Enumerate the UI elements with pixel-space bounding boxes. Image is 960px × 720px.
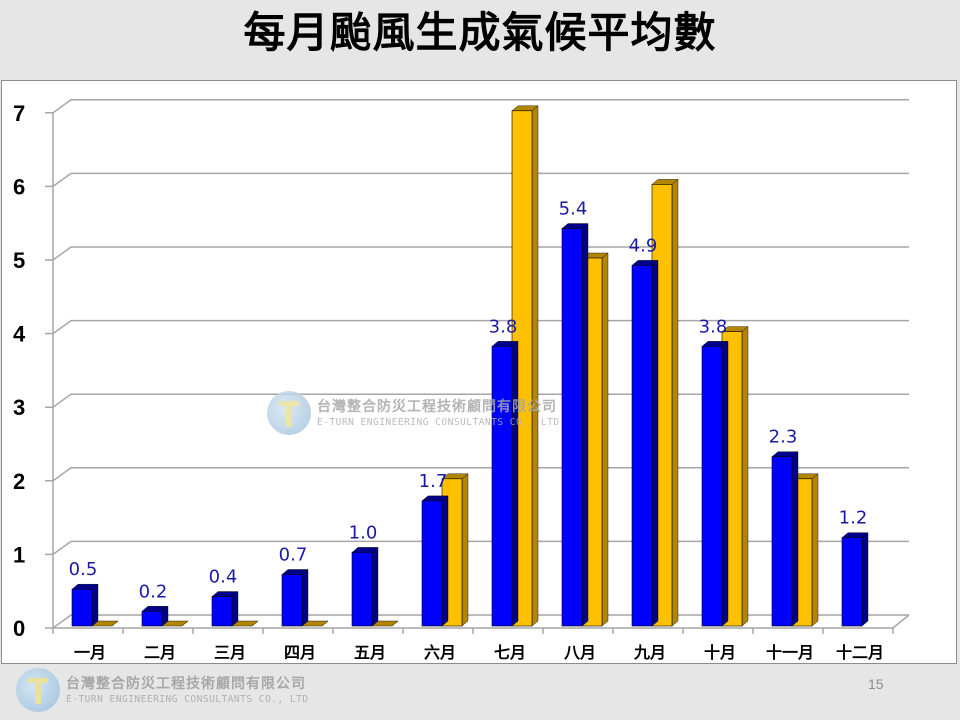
bar-yellow-side — [811, 473, 819, 627]
bar-blue-side — [861, 532, 869, 627]
bar-yellow-side — [671, 178, 679, 627]
bar-blue — [491, 346, 513, 627]
bar-yellow-side — [531, 105, 539, 627]
company-logo-icon — [267, 391, 311, 435]
data-label: 3.8 — [699, 316, 728, 337]
x-tick-label: 五月 — [354, 643, 386, 662]
gridline — [45, 319, 909, 335]
bar-blue-side — [301, 569, 309, 627]
watermark-logo: 台灣整合防災工程技術顧問有限公司 E-TURN ENGINEERING CONS… — [267, 391, 560, 435]
x-tick-label: 十二月 — [836, 643, 884, 662]
watermark-company-cn: 台灣整合防災工程技術顧問有限公司 — [317, 398, 557, 415]
gridline — [45, 614, 909, 629]
x-tick-label: 四月 — [284, 643, 316, 662]
watermark-company-en: E-TURN ENGINEERING CONSULTANTS CO., LTD — [317, 416, 560, 428]
x-tick-label: 十一月 — [766, 643, 814, 662]
bar-yellow-side — [461, 473, 469, 627]
data-label: 1.7 — [419, 471, 448, 492]
bar-blue — [771, 456, 793, 627]
data-label: 0.2 — [139, 581, 168, 602]
data-label: 2.3 — [769, 427, 798, 448]
data-label: 1.0 — [349, 522, 378, 543]
x-tick-label: 六月 — [424, 643, 456, 662]
gridline — [45, 393, 909, 408]
footer-logo: 台灣整合防災工程技術顧問有限公司 E-TURN ENGINEERING CONS… — [16, 668, 309, 712]
bar-yellow-side — [601, 252, 609, 627]
bar-blue — [421, 500, 443, 627]
bar-blue-side — [91, 583, 99, 627]
data-label: 5.4 — [559, 199, 588, 220]
footer-company-cn: 台灣整合防災工程技術顧問有限公司 — [66, 675, 306, 692]
y-tick-label: 3 — [13, 395, 25, 420]
footer-company-en: E-TURN ENGINEERING CONSULTANTS CO., LTD — [66, 693, 309, 705]
bar-blue-side — [791, 451, 799, 627]
bar-blue — [281, 574, 303, 627]
bar-blue-side — [651, 259, 659, 627]
gridline — [45, 540, 909, 556]
x-tick-label: 九月 — [633, 643, 666, 662]
data-label: 0.4 — [209, 567, 238, 588]
x-tick-label: 三月 — [214, 643, 246, 662]
bar-chart: 0 1 2 3 4 5 6 7 一月 二月 三月 四月 五月 六月 七月 八月 九月 十月 十一月 十二月 0.5 0.2… — [13, 99, 910, 662]
data-label: 0.7 — [279, 544, 308, 565]
y-tick-label: 1 — [13, 542, 25, 567]
bar-yellow-side — [741, 326, 749, 627]
gridline — [45, 99, 909, 114]
bar-blue — [841, 537, 863, 627]
data-label: 0.5 — [69, 559, 98, 580]
x-tick-label: 一月 — [74, 643, 106, 662]
x-tick-label: 十月 — [704, 643, 736, 662]
x-tick-label: 七月 — [494, 643, 526, 662]
gridline — [45, 467, 909, 482]
bar-blue — [561, 228, 583, 627]
y-tick-label: 0 — [13, 616, 25, 641]
slide-title: 每月颱風生成氣候平均數 — [243, 8, 717, 57]
bar-blue — [351, 552, 373, 627]
company-logo-icon — [16, 668, 60, 712]
bar-blue — [701, 346, 723, 627]
y-tick-label: 7 — [13, 101, 25, 126]
y-tick-label: 4 — [13, 322, 26, 347]
bar-blue — [211, 596, 233, 627]
bar-blue — [631, 265, 653, 627]
bar-blue-side — [511, 340, 519, 627]
bar-blue — [141, 610, 163, 627]
data-label: 3.8 — [489, 316, 518, 337]
bar-blue-side — [441, 495, 449, 627]
bar-blue-side — [721, 340, 729, 627]
chart-area: 0 1 2 3 4 5 6 7 一月 二月 三月 四月 五月 六月 七月 八月 九月 十月 十一月 十二月 0.5 0.2… — [1, 80, 957, 664]
x-tick-label: 二月 — [144, 643, 176, 662]
y-tick-label: 5 — [13, 248, 25, 273]
bar-blue-side — [231, 591, 239, 627]
bar-blue-side — [581, 223, 589, 627]
x-tick-label: 八月 — [563, 643, 596, 662]
bar-blue-side — [371, 546, 379, 627]
gridline — [45, 246, 909, 261]
data-label: 4.9 — [629, 235, 658, 256]
data-label: 1.2 — [839, 508, 868, 529]
y-tick-label: 2 — [13, 469, 25, 494]
gridline — [45, 172, 909, 188]
page-number: 15 — [868, 676, 884, 692]
y-tick-label: 6 — [13, 174, 25, 199]
bar-blue — [71, 588, 93, 627]
